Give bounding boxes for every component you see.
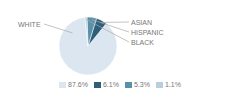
svg-text:BLACK: BLACK — [131, 39, 154, 46]
svg-text:WHITE: WHITE — [18, 21, 41, 28]
svg-text:ASIAN: ASIAN — [131, 19, 152, 26]
html-text:1.1%: 1.1% — [164, 81, 181, 88]
html-text:87.6%: 87.6% — [68, 81, 88, 88]
html-text:5.3%: 5.3% — [133, 81, 150, 88]
svg-text:HISPANIC: HISPANIC — [131, 29, 164, 36]
html-text:6.1%: 6.1% — [103, 81, 119, 88]
